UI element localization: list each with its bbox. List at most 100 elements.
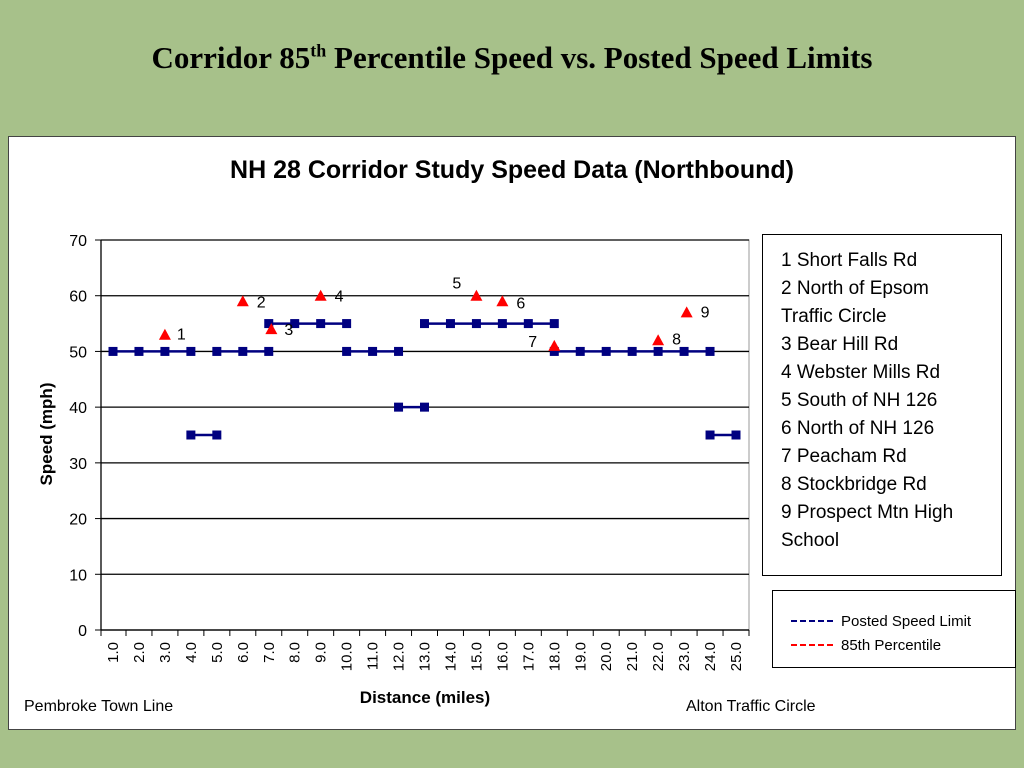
chart-title: NH 28 Corridor Study Speed Data (Northbo…: [230, 156, 794, 184]
posted-speed-point: [471, 319, 481, 329]
posted-speed-point: [186, 430, 196, 440]
x-tick-label: 12.0: [391, 642, 408, 671]
footer-end-label: Alton Traffic Circle: [686, 698, 816, 715]
x-tick-label: 10.0: [339, 642, 356, 671]
legend-swatch-posted: [791, 620, 833, 622]
posted-speed-point: [264, 319, 274, 329]
posted-speed-point: [523, 319, 533, 329]
posted-speed-point: [549, 346, 559, 356]
percentile-point: [548, 339, 561, 351]
posted-speed-point: [627, 346, 637, 356]
posted-speed-point: [705, 346, 715, 356]
percentile-point-label: 3: [284, 322, 293, 339]
x-tick-label: 2.0: [131, 642, 148, 663]
percentile-point-label: 1: [177, 327, 186, 344]
location-item: 6 North of NH 126: [781, 418, 935, 439]
x-tick-label: 11.0: [365, 642, 382, 670]
legend-item-posted: Posted Speed Limit: [791, 611, 971, 631]
slide-title: Corridor 85th Percentile Speed vs. Poste…: [151, 40, 873, 75]
percentile-point-label: 7: [528, 334, 537, 351]
x-tick-label: 20.0: [598, 642, 615, 671]
location-item: 2 North of Epsom Traffic Circle: [781, 278, 929, 327]
posted-speed-point: [575, 346, 585, 356]
y-tick-label: 20: [69, 512, 87, 529]
percentile-point-label: 4: [335, 289, 344, 306]
x-tick-label: 6.0: [235, 642, 252, 663]
posted-speed-point: [549, 319, 559, 329]
posted-speed-point: [420, 319, 429, 329]
posted-speed-point: [368, 346, 378, 356]
posted-speed-point: [679, 346, 689, 356]
percentile-point: [314, 289, 327, 301]
legend-item-percentile: 85th Percentile: [791, 635, 941, 655]
x-tick-label: 1.0: [105, 642, 122, 663]
percentile-point: [652, 334, 665, 346]
x-tick-label: 8.0: [287, 642, 304, 663]
percentile-point: [236, 295, 249, 307]
posted-speed-point: [238, 346, 248, 356]
x-axis-label: Distance (miles): [360, 688, 490, 707]
posted-speed-point: [445, 319, 455, 329]
posted-speed-point: [342, 346, 352, 356]
location-key: 1 Short Falls Rd 2 North of Epsom Traffic…: [762, 234, 1002, 576]
x-tick-label: 21.0: [624, 642, 641, 671]
y-tick-label: 0: [78, 623, 87, 640]
x-tick-label: 25.0: [728, 642, 745, 671]
legend-swatch-percentile: [791, 644, 833, 646]
y-tick-label: 60: [69, 289, 87, 306]
y-tick-label: 50: [69, 344, 87, 361]
posted-speed-point: [316, 319, 326, 329]
x-tick-label: 15.0: [468, 642, 485, 671]
x-tick-label: 14.0: [442, 642, 459, 671]
posted-speed-point: [212, 430, 222, 440]
percentile-point-label: 9: [701, 304, 710, 321]
footer-start-label: Pembroke Town Line: [24, 698, 174, 715]
location-item: 7 Peacham Rd: [781, 446, 907, 467]
posted-speed-point: [601, 346, 611, 356]
x-tick-label: 22.0: [650, 642, 667, 671]
posted-speed-point: [342, 319, 352, 329]
x-tick-label: 4.0: [183, 642, 200, 663]
percentile-point-label: 5: [452, 276, 461, 293]
percentile-point: [470, 289, 483, 301]
percentile-point: [265, 323, 278, 335]
posted-speed-point: [264, 346, 274, 356]
x-tick-label: 3.0: [157, 642, 174, 663]
posted-speed-point: [420, 402, 429, 412]
y-tick-label: 40: [69, 400, 87, 417]
y-tick-label: 70: [69, 233, 87, 250]
x-tick-label: 7.0: [261, 642, 278, 663]
x-tick-label: 16.0: [494, 642, 511, 671]
location-item: 1 Short Falls Rd: [781, 250, 918, 271]
y-tick-label: 30: [69, 456, 87, 473]
y-tick-label: 10: [69, 567, 87, 584]
posted-speed-point: [394, 346, 404, 356]
legend-label-percentile: 85th Percentile: [841, 636, 942, 654]
percentile-point-label: 6: [516, 295, 525, 312]
posted-speed-point: [186, 346, 196, 356]
posted-speed-point: [108, 346, 118, 356]
x-tick-label: 19.0: [572, 642, 589, 671]
percentile-point-label: 2: [257, 294, 266, 311]
percentile-point: [496, 295, 509, 307]
location-item: 4 Webster Mills Rd: [781, 362, 941, 383]
posted-speed-point: [394, 402, 404, 412]
x-tick-label: 13.0: [417, 642, 434, 671]
percentile-point: [158, 328, 171, 340]
x-tick-label: 5.0: [209, 642, 226, 663]
posted-speed-point: [705, 430, 715, 440]
x-tick-label: 24.0: [702, 642, 719, 671]
location-item: 8 Stockbridge Rd: [781, 474, 927, 495]
location-item: 9 Prospect Mtn High School: [781, 502, 954, 551]
location-item: 3 Bear Hill Rd: [781, 334, 899, 355]
posted-speed-point: [497, 319, 507, 329]
x-tick-label: 23.0: [676, 642, 693, 671]
location-item: 5 South of NH 126: [781, 390, 938, 411]
posted-speed-point: [134, 346, 144, 356]
x-tick-label: 18.0: [546, 642, 563, 671]
percentile-point-label: 8: [672, 331, 681, 348]
x-tick-label: 9.0: [313, 642, 330, 663]
legend-label-posted: Posted Speed Limit: [841, 612, 972, 630]
posted-speed-point: [290, 319, 300, 329]
posted-speed-point: [160, 346, 170, 356]
